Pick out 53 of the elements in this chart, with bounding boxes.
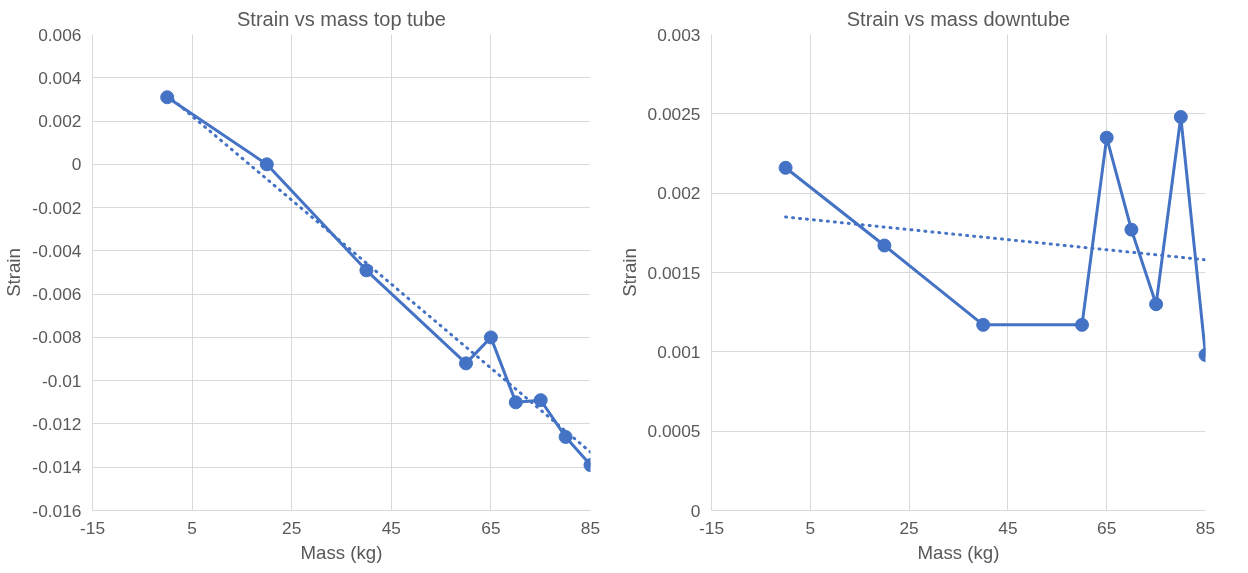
point xyxy=(1124,222,1139,237)
y-tick-label: -0.008 xyxy=(32,327,82,348)
point xyxy=(508,395,523,410)
x-tick-label: 25 xyxy=(282,517,302,538)
y-tick-label: 0 xyxy=(71,154,82,175)
point xyxy=(259,157,274,172)
y-tick-label: 0.0015 xyxy=(647,262,701,283)
x-tick-label: 5 xyxy=(187,517,197,538)
x-tick-label: 65 xyxy=(481,517,501,538)
y-tick-label: -0.006 xyxy=(32,284,82,305)
y-axis-title: Strain xyxy=(3,248,25,297)
point xyxy=(160,90,175,105)
y-tick-label: 0.004 xyxy=(38,67,82,88)
y-tick-label: 0.003 xyxy=(657,24,701,45)
x-tick-label: 85 xyxy=(580,517,601,538)
y-tick-label: 0.002 xyxy=(38,111,82,132)
x-axis-title: Mass (kg) xyxy=(300,541,383,563)
x-tick-label: -15 xyxy=(79,517,106,538)
x-tick-label: 65 xyxy=(1097,517,1117,538)
y-tick-label: 0.001 xyxy=(657,341,701,362)
y-tick-label: -0.002 xyxy=(32,197,82,218)
point xyxy=(1075,317,1089,332)
point xyxy=(877,238,892,253)
point xyxy=(459,356,473,371)
x-tick-label: -15 xyxy=(698,517,725,538)
point xyxy=(1149,297,1164,312)
point xyxy=(558,429,573,444)
y-tick-label: -0.012 xyxy=(32,413,82,434)
x-axis-title: Mass (kg) xyxy=(917,541,1000,563)
x-tick-label: 45 xyxy=(998,517,1018,538)
x-tick-label: 45 xyxy=(381,517,401,538)
y-tick-label: -0.014 xyxy=(32,457,82,478)
x-tick-label: 5 xyxy=(805,517,816,538)
point xyxy=(533,393,548,408)
y-tick-label: 0.0025 xyxy=(647,103,701,124)
y-tick-label: -0.016 xyxy=(32,500,82,521)
y-tick-label: 0.002 xyxy=(657,183,701,204)
x-tick-label: 25 xyxy=(899,517,919,538)
point xyxy=(976,317,991,332)
y-axis-title: Strain xyxy=(618,248,640,297)
y-tick-label: 0 xyxy=(690,500,701,521)
y-tick-label: 0.006 xyxy=(38,24,82,45)
point xyxy=(778,160,793,175)
chart-title: Strain vs mass downtube xyxy=(846,7,1071,30)
x-tick-label: 85 xyxy=(1195,517,1216,538)
point xyxy=(1099,130,1114,145)
y-tick-label: -0.004 xyxy=(32,240,82,261)
point xyxy=(359,263,374,278)
chart-title: Strain vs mass top tube xyxy=(237,7,446,30)
y-tick-label: 0.0005 xyxy=(647,421,701,442)
point xyxy=(1173,110,1188,124)
y-tick-label: -0.01 xyxy=(42,370,82,391)
point xyxy=(483,330,498,345)
